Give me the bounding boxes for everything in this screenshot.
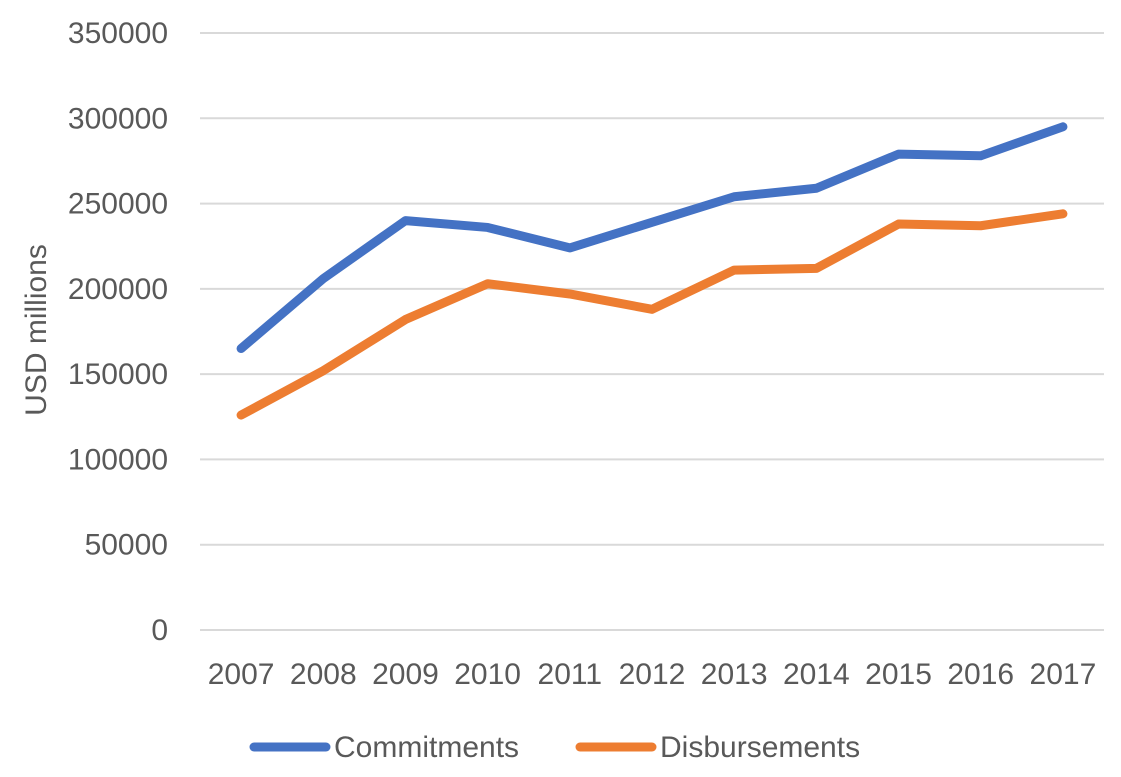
series-line-commitments [236, 122, 1068, 354]
legend: Commitments Disbursements [249, 731, 860, 764]
legend-label: Disbursements [660, 731, 860, 764]
x-tick-label: 2015 [865, 658, 932, 691]
legend-label: Commitments [334, 731, 519, 764]
x-tick-label: 2012 [619, 658, 686, 691]
y-tick-label: 100000 [68, 443, 168, 476]
y-tick-label: 350000 [68, 17, 168, 50]
y-axis-ticks: 0 50000 100000 150000 200000 250000 300000 3500… [68, 17, 168, 647]
x-tick-label: 2010 [454, 658, 521, 691]
x-tick-label: 2016 [947, 658, 1014, 691]
series-lines [236, 122, 1068, 420]
x-tick-label: 2013 [701, 658, 768, 691]
y-tick-label: 0 [151, 614, 168, 647]
y-tick-label: 200000 [68, 273, 168, 306]
series-line-disbursements [236, 209, 1068, 420]
y-tick-label: 250000 [68, 188, 168, 221]
y-tick-label: 300000 [68, 102, 168, 135]
y-axis-label: USD millions [20, 244, 53, 416]
x-tick-label: 2014 [783, 658, 850, 691]
x-tick-label: 2007 [208, 658, 275, 691]
x-tick-label: 2017 [1030, 658, 1097, 691]
x-tick-label: 2008 [290, 658, 357, 691]
gridlines [200, 32, 1104, 631]
y-tick-label: 50000 [85, 529, 168, 562]
x-axis-ticks: 2007 2008 2009 2010 2011 2012 2013 2014 2015 2016… [208, 658, 1097, 691]
x-tick-label: 2009 [372, 658, 439, 691]
y-tick-label: 150000 [68, 358, 168, 391]
x-tick-label: 2011 [538, 658, 603, 691]
